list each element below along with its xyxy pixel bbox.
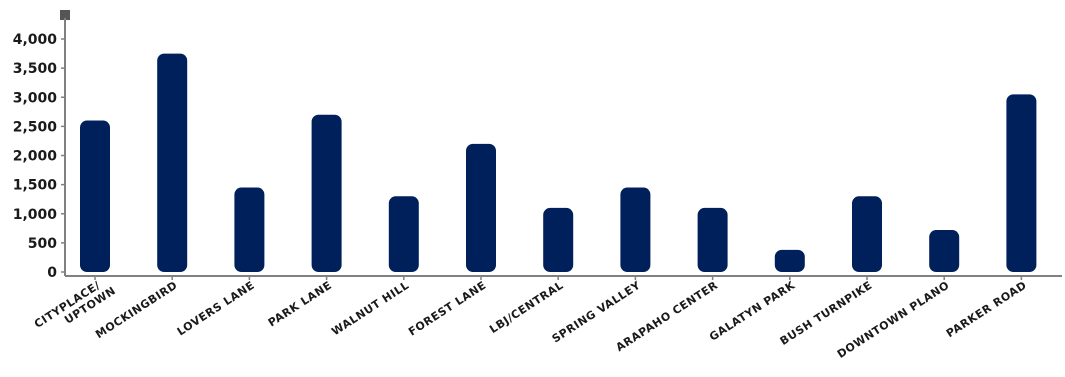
y-tick-label: 2,000 [13,149,58,165]
y-tick-label: 1,500 [13,178,58,194]
y-tick-label: 0 [47,265,57,281]
bar [1006,94,1037,273]
category-label: FOREST LANE [406,279,488,339]
bar [852,196,882,272]
y-axis-end-cap [60,10,70,20]
bar [234,187,265,272]
category-label-line: LBJ/CENTRAL [487,279,566,336]
category-label-line: LOVERS LANE [175,279,257,339]
bar [311,114,342,272]
category-label: LBJ/CENTRAL [487,279,566,336]
y-tick-label: 3,000 [13,90,58,106]
y-tick-label: 2,500 [13,119,58,135]
y-tick-label: 500 [28,236,57,252]
bar [620,187,651,272]
category-label: PARKER ROAD [944,279,1029,341]
category-label-line: PARKER ROAD [944,279,1029,341]
bar [157,53,188,272]
category-label-line: FOREST LANE [406,279,488,339]
bar [774,249,805,272]
x-axis [65,275,1062,280]
y-tick-label: 3,500 [13,61,58,77]
category-label: PARK LANE [266,279,334,330]
y-tick-label: 4,000 [13,32,58,48]
category-label-line: PARK LANE [266,279,334,330]
bar [929,230,960,272]
y-tick-label: 1,000 [13,207,58,223]
bar [80,120,110,272]
category-label: LOVERS LANE [175,279,257,339]
bar [543,207,574,272]
bar [697,207,728,272]
category-label-line: WALNUT HILL [329,279,411,339]
bar [466,143,496,272]
y-axis: 0 500 1,000 1,500 2,000 2,500 3,000 3,500 4,000 [13,10,70,281]
bars [80,53,1037,273]
category-label: WALNUT HILL [329,279,411,339]
bar [388,196,419,272]
